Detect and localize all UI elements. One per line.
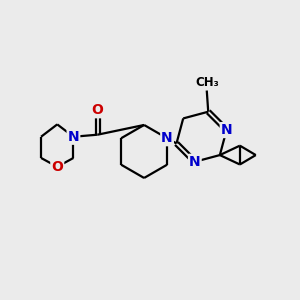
Text: N: N [68,130,79,144]
Text: O: O [92,103,103,117]
Text: N: N [161,131,173,145]
Text: CH₃: CH₃ [195,76,219,89]
Text: N: N [189,155,201,169]
Text: N: N [221,123,232,137]
Text: O: O [51,160,63,174]
